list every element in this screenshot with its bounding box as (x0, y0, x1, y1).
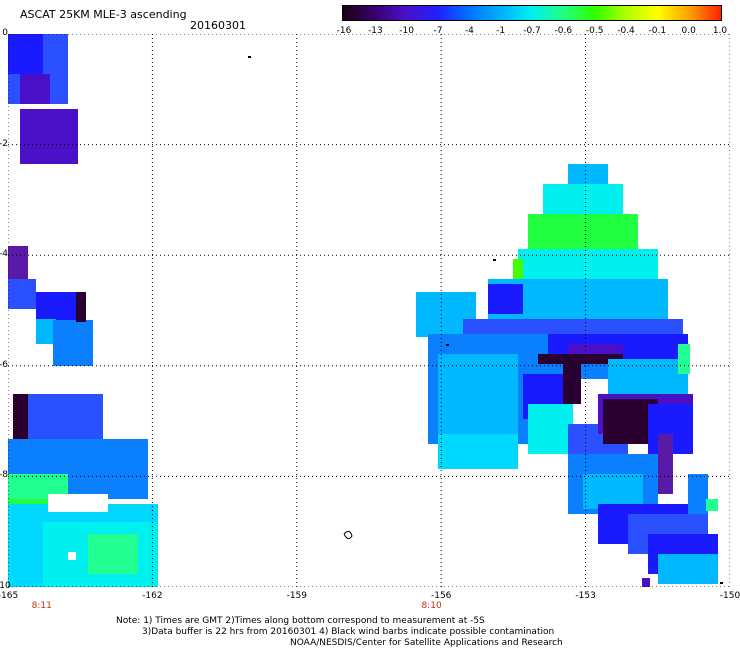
swath-cell (36, 319, 56, 344)
swath-cell (438, 354, 518, 444)
longitude-label: -153 (575, 591, 596, 601)
colorbar-label: -1 (496, 26, 506, 36)
colorbar-label: -0.7 (523, 26, 541, 36)
swath-cell (563, 359, 581, 404)
latitude-label: 0 (2, 28, 8, 38)
colorbar-label: 1.0 (712, 26, 728, 36)
wind-barb-mark (493, 259, 496, 261)
colorbar-label: -7 (433, 26, 443, 36)
swath-cell (706, 499, 718, 511)
swath-cell (76, 292, 86, 322)
swath-cell (488, 284, 523, 314)
colorbar-label: 0.0 (681, 26, 696, 36)
swath-cell (528, 404, 573, 454)
swath-cell (642, 578, 650, 587)
swath-cell (53, 320, 93, 366)
swath-cell (688, 474, 708, 514)
gridlines (8, 34, 730, 587)
note-line-3: NOAA/NESDIS/Center for Satellite Applica… (290, 638, 563, 648)
map-title: ASCAT 25KM MLE-3 ascending (20, 8, 187, 21)
swath-cell (48, 494, 108, 512)
swath-cell (658, 554, 718, 584)
time-label: 8:10 (421, 601, 442, 611)
colorbar (342, 5, 722, 21)
note-line-2: 3)Data buffer is 22 hrs from 20160301 4)… (142, 627, 555, 637)
longitude-label: -162 (142, 591, 163, 601)
longitude-label: -150 (719, 591, 740, 601)
latitude-label: -4 (0, 249, 8, 260)
colorbar-label: -10 (399, 26, 415, 36)
swath-cell (583, 474, 643, 509)
swath-cell (568, 344, 623, 356)
swath-cells (8, 34, 718, 587)
wind-barb-mark (343, 530, 353, 540)
time-label: 8:11 (31, 601, 52, 611)
swath-cell (20, 109, 78, 164)
swath-cell (28, 394, 103, 444)
swath-cell (20, 74, 50, 104)
swath-cell (438, 434, 518, 469)
swath-cell (8, 34, 43, 74)
latitude-label: -6 (0, 359, 8, 370)
colorbar-label: -16 (336, 26, 352, 36)
swath-cell (678, 344, 690, 374)
swath-cell (88, 534, 138, 574)
map-date: 20160301 (190, 19, 246, 32)
note-line-1: Note: 1) Times are GMT 2)Times along bot… (116, 616, 485, 626)
longitude-label: -156 (430, 591, 452, 601)
colorbar-label: -0.6 (554, 26, 573, 36)
swath-cell (513, 259, 523, 279)
swath-cell (68, 552, 76, 560)
longitude-label: -159 (286, 591, 308, 601)
swath-map (8, 34, 730, 587)
colorbar-label: -0.5 (585, 26, 604, 36)
longitude-label: -165 (0, 591, 19, 601)
swath-cell (8, 279, 36, 309)
swath-cell (608, 359, 688, 399)
swath-cell (528, 214, 638, 254)
colorbar-label: -0.1 (648, 26, 667, 36)
wind-barb-mark (720, 582, 723, 584)
colorbar-label: -4 (464, 26, 474, 36)
swath-cell (658, 434, 673, 494)
wind-barb-mark (446, 344, 449, 346)
wind-barb-mark (248, 56, 251, 58)
latitude-label: -10 (0, 581, 11, 591)
colorbar-label: -13 (367, 26, 383, 36)
colorbar-label: -0.4 (617, 26, 635, 36)
latitude-label: -8 (0, 470, 8, 481)
latitude-label: -2 (0, 138, 8, 149)
